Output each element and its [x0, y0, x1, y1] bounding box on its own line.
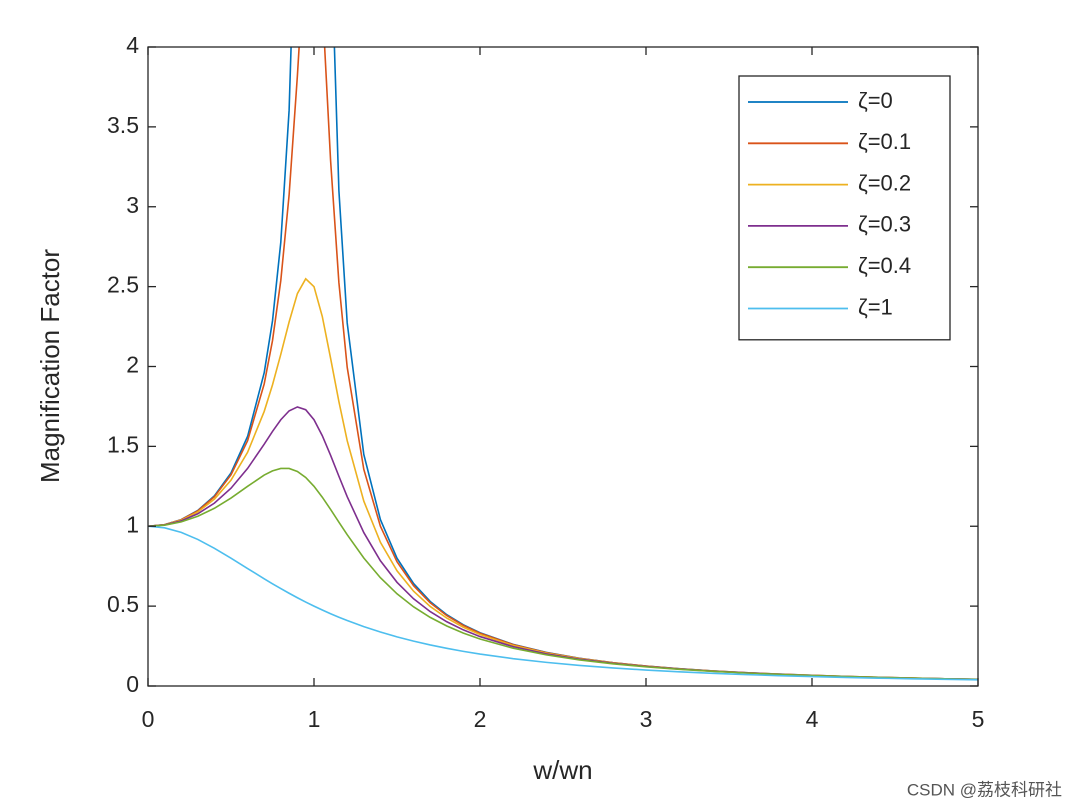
y-tick-label: 0.5: [107, 591, 139, 617]
legend-box: [738, 75, 951, 341]
legend-label: ζ=1: [858, 294, 893, 319]
legend-label: ζ=0.3: [858, 212, 911, 237]
y-tick-label: 3.5: [107, 112, 139, 138]
x-tick-label: 4: [806, 706, 819, 732]
x-tick-label: 2: [474, 706, 487, 732]
legend-label: ζ=0.4: [858, 253, 911, 278]
y-tick-label: 2.5: [107, 272, 139, 298]
series-line: [148, 525, 978, 681]
x-axis-label: w/wn: [532, 755, 592, 785]
x-tick-label: 0: [142, 706, 155, 732]
legend-label: ζ=0.2: [858, 170, 911, 195]
y-tick-label: 0: [126, 671, 139, 697]
legend-label: ζ=0.1: [858, 129, 911, 154]
x-tick-label: 3: [640, 706, 653, 732]
y-tick-label: 3: [126, 192, 139, 218]
x-tick-label: 1: [308, 706, 321, 732]
y-axis-label: Magnification Factor: [35, 249, 65, 483]
y-tick-label: 2: [126, 352, 139, 378]
legend-label: ζ=0: [858, 88, 893, 113]
y-tick-label: 1: [126, 511, 139, 537]
x-tick-label: 5: [972, 706, 985, 732]
y-tick-label: 4: [126, 32, 139, 58]
watermark: CSDN @荔枝科研社: [907, 780, 1062, 799]
series-line: [148, 467, 978, 681]
y-tick-label: 1.5: [107, 431, 139, 457]
plot-lines: [148, 47, 978, 681]
